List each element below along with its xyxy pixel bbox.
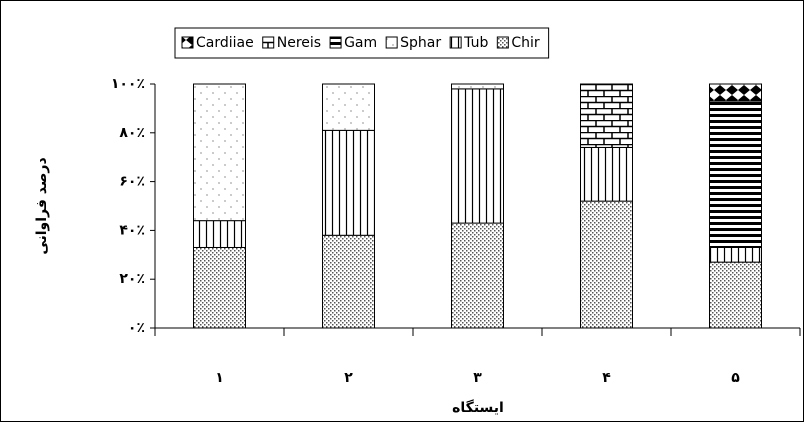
legend-label: Nereis [277, 35, 321, 51]
x-axis-label: ایستگاه [452, 399, 504, 416]
bar-segment [451, 83, 504, 90]
legend-swatch [262, 36, 275, 49]
legend-swatch [329, 36, 342, 49]
bar-segment [580, 146, 633, 202]
legend-label: Tub [463, 35, 488, 51]
bar-segment [451, 222, 504, 329]
bar-segment [322, 83, 375, 131]
legend-label: Cardiiae [196, 35, 254, 51]
legend-label: Gam [344, 35, 377, 51]
legend-label: Chir [511, 35, 540, 51]
bar-segment [322, 234, 375, 329]
legend-swatch [181, 36, 194, 49]
x-tick-label: ۵ [731, 370, 740, 386]
legend-label: Sphar [400, 35, 441, 51]
y-tick-label: ۰٪ [128, 320, 145, 336]
x-tick-label: ۳ [473, 370, 482, 386]
y-tick-label: ۸۰٪ [119, 125, 145, 141]
bar-segment [709, 83, 762, 102]
x-tick-label: ۲ [344, 370, 353, 386]
bar-segment [193, 246, 246, 329]
bar-segment [580, 200, 633, 329]
bar-segment [709, 261, 762, 329]
y-tick-label: ۶۰٪ [119, 174, 145, 190]
bar-segment [709, 246, 762, 263]
legend-box [174, 27, 550, 59]
bar-segment [193, 220, 246, 248]
y-axis-label: درصد فراوانی [34, 157, 50, 254]
legend-swatch [385, 36, 398, 49]
bar-segment [322, 129, 375, 236]
x-tick-label: ۱ [215, 370, 224, 386]
legend-swatch [449, 36, 462, 49]
bar-segment [709, 100, 762, 248]
legend-swatch [496, 36, 509, 49]
y-tick-label: ۱۰۰٪ [111, 76, 145, 92]
x-tick-label: ۴ [602, 370, 611, 386]
y-tick-label: ۲۰٪ [119, 271, 145, 287]
bar-segment [193, 83, 246, 222]
bar-segment [580, 83, 633, 148]
y-tick-label: ۴۰٪ [119, 222, 145, 238]
bar-segment [451, 88, 504, 224]
